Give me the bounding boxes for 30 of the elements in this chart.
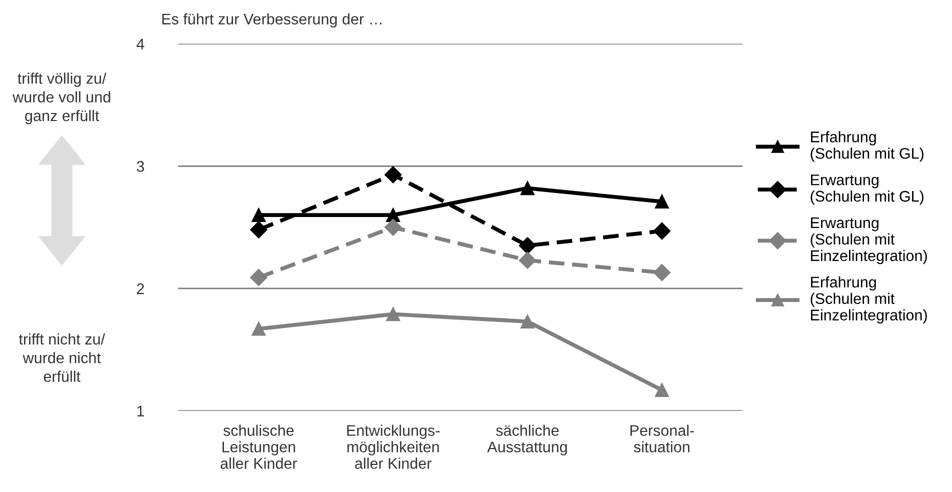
point (252, 322, 266, 336)
point (384, 218, 402, 236)
point (518, 252, 536, 269)
point (384, 166, 402, 184)
point (654, 383, 669, 397)
legend-label: Erfahrung (Schulen mit Einzelintegration) (810, 276, 927, 324)
text: trifft nicht zu/ wurde nicht erfüllt (18, 333, 106, 382)
legend-label: Erwartung (Schulen mit Einzelintegration) (810, 218, 927, 264)
point (250, 221, 268, 238)
text: trifft völlig zu/ wurde voll und ganz erfüllt (12, 72, 110, 124)
point (653, 264, 670, 282)
x-tick-label: sächliche Ausstattung (487, 424, 567, 456)
y-tick-label: 2 (136, 283, 144, 294)
chart-title: Es führt zur Verbesserung der … (162, 13, 382, 28)
point (654, 194, 669, 209)
x-tick-label: Personal- situation (630, 424, 694, 452)
point (520, 314, 534, 328)
y-tick-label: 4 (136, 38, 144, 50)
point (250, 268, 268, 286)
y-tick-label: 3 (136, 161, 144, 172)
point (520, 181, 534, 196)
legend-label: Erwartung (Schulen mit GL) (810, 174, 924, 205)
y-tick-label: 1 (137, 406, 144, 416)
legend-label: Erfahrung (Schulen mit GL) (810, 131, 924, 162)
point (518, 237, 536, 254)
point (653, 222, 670, 240)
x-tick-label: schulische Leistungen aller Kinder (220, 424, 298, 469)
point (252, 208, 266, 222)
x-tick-label: Entwicklungs- möglichkeiten aller Kinder (347, 424, 440, 469)
point (386, 307, 400, 322)
